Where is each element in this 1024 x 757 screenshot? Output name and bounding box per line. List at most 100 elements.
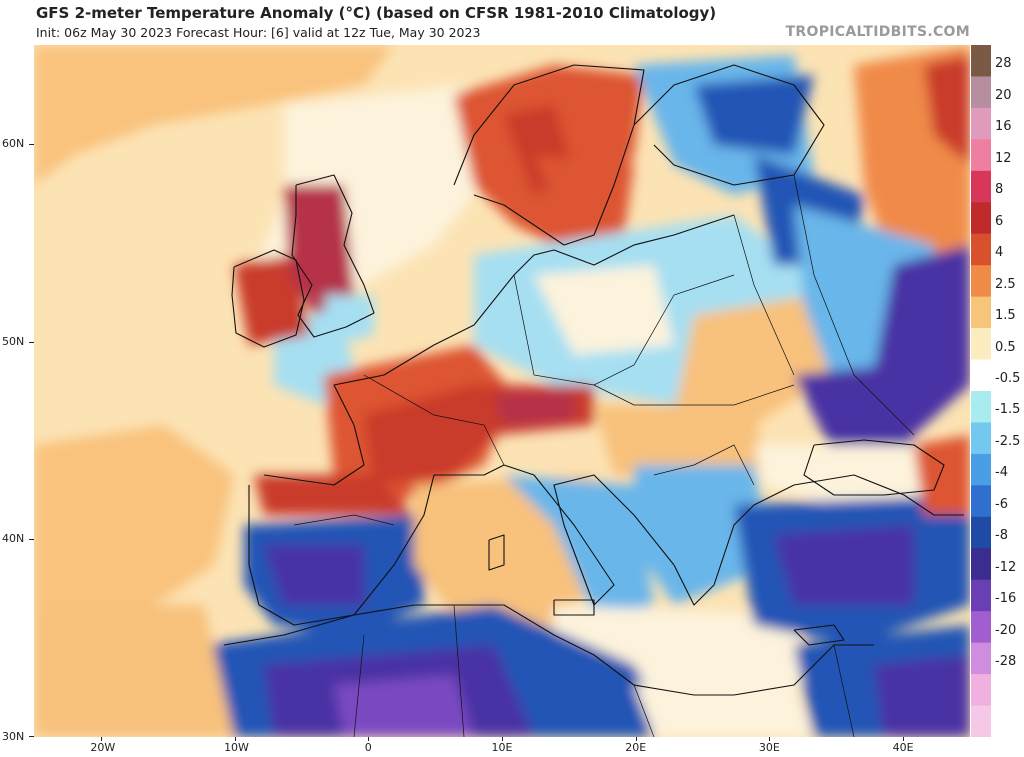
cyprus — [793, 624, 845, 646]
border-russia-west — [793, 174, 915, 436]
colorbar-label: 20 — [995, 87, 1012, 103]
country-borders — [293, 174, 915, 737]
ukraine-warm — [674, 295, 834, 425]
corsica-sardinia — [488, 534, 505, 571]
colorbar-label: 28 — [995, 56, 1012, 72]
coastlines — [223, 64, 964, 696]
ireland-hot — [234, 255, 309, 345]
lon-label: 10E — [491, 741, 513, 754]
se-england-cool — [324, 295, 374, 345]
colorbar-swatch — [971, 611, 991, 644]
black-sea-coast — [803, 439, 945, 496]
nw-europe-coast — [263, 214, 735, 486]
border-africa-3 — [633, 684, 655, 737]
lon-tick — [769, 737, 771, 741]
lon-label: 20W — [90, 741, 116, 754]
lon-label: 40E — [892, 741, 914, 754]
lon-label: 10W — [224, 741, 249, 754]
colorbar-swatch — [971, 296, 991, 329]
libya-neutral — [634, 685, 814, 737]
black-sea-north-cold — [794, 365, 914, 455]
lon-label: 30E — [758, 741, 780, 754]
colorbar-swatch — [971, 107, 991, 140]
colorbar-swatch — [971, 642, 991, 675]
anomaly-map-svg — [34, 45, 970, 737]
colorbar-label: 8 — [995, 182, 1004, 198]
colorbar-label: -12 — [995, 559, 1017, 575]
sicily — [553, 599, 595, 616]
colorbar-label: 4 — [995, 245, 1004, 261]
colorbar-label: 2.5 — [995, 276, 1016, 292]
colorbar-swatch — [971, 265, 991, 298]
colorbar-label: -0.5 — [995, 371, 1021, 386]
colorbar-swatch — [971, 76, 991, 109]
lat-label: 60N — [2, 136, 25, 150]
atlantic-southwest — [34, 605, 234, 737]
lat-label: 40N — [2, 532, 25, 546]
colorbar-label: -16 — [995, 591, 1017, 607]
colorbar-label: -6 — [995, 496, 1008, 512]
anomaly-field — [34, 45, 970, 737]
border-baltic-belarus — [733, 214, 795, 376]
map-subtitle: Init: 06z May 30 2023 Forecast Hour: [6]… — [36, 25, 481, 40]
scandinavia-coast — [453, 64, 645, 246]
lon-tick — [100, 737, 102, 741]
lon-tick — [635, 737, 637, 741]
sahara-extreme-cold — [334, 675, 474, 737]
colorbar-swatch — [971, 422, 991, 455]
colorbar-swatch — [971, 674, 991, 707]
north-iberia-hot — [254, 475, 414, 515]
colorbar-label: 16 — [995, 119, 1012, 135]
lon-tick — [502, 737, 503, 741]
colorbar-label: -2.5 — [995, 433, 1021, 449]
france-hot — [364, 385, 504, 485]
lat-label: 30N — [2, 730, 25, 743]
border-germany-poland — [513, 274, 735, 386]
colorbar-label: -20 — [995, 622, 1017, 638]
colorbar-label: -28 — [995, 654, 1017, 670]
border-africa-2 — [453, 604, 465, 737]
colorbar-label: 12 — [995, 150, 1012, 166]
greece-cool — [634, 465, 774, 605]
far-north-hot — [924, 55, 970, 165]
colorbar-swatch — [971, 579, 991, 612]
colorbar-label: 6 — [995, 213, 1004, 229]
map-title: GFS 2-meter Temperature Anomaly (°C) (ba… — [36, 4, 717, 22]
colorbar-swatch — [971, 202, 991, 235]
colorbar-swatch — [971, 328, 991, 361]
arabia-very-cold — [874, 655, 970, 737]
colorbar-label: -1.5 — [995, 402, 1021, 418]
lat-label: 50N — [2, 334, 25, 348]
anomaly-map — [34, 45, 970, 737]
lon-label: 20E — [625, 741, 647, 754]
colorbar — [971, 45, 991, 738]
colorbar-label: 1.5 — [995, 308, 1016, 324]
uk-hotter — [284, 185, 354, 315]
brand-logo-text[interactable]: TROPICALTIDBITS.COM — [785, 24, 970, 40]
colorbar-swatch — [971, 233, 991, 266]
colorbar-swatch — [971, 705, 991, 738]
border-central-south — [593, 384, 795, 406]
north-africa-coast — [223, 604, 874, 696]
colorbar-label: -4 — [995, 465, 1008, 481]
colorbar-swatch — [971, 391, 991, 423]
colorbar-swatch — [971, 359, 991, 392]
finland-coast — [633, 64, 825, 186]
sweden-warm — [534, 155, 634, 245]
finland-cold — [694, 75, 814, 155]
lon-tick — [903, 737, 905, 741]
great-britain-coast — [291, 174, 375, 338]
lat-tick — [29, 341, 34, 343]
iberia-very-cold — [264, 545, 364, 605]
lon-tick — [368, 737, 370, 741]
colorbar-swatch — [971, 516, 991, 549]
south-europe-coast — [248, 464, 964, 626]
lat-tick — [29, 736, 34, 737]
colorbar-label: 0.5 — [995, 339, 1016, 355]
atlantic-warm-south — [34, 425, 234, 605]
caucasus-warm — [914, 435, 970, 515]
colorbar-swatch — [971, 485, 991, 518]
turkey-very-cold — [774, 525, 914, 605]
colorbar-swatch — [971, 170, 991, 203]
border-spain-portugal — [293, 514, 395, 526]
